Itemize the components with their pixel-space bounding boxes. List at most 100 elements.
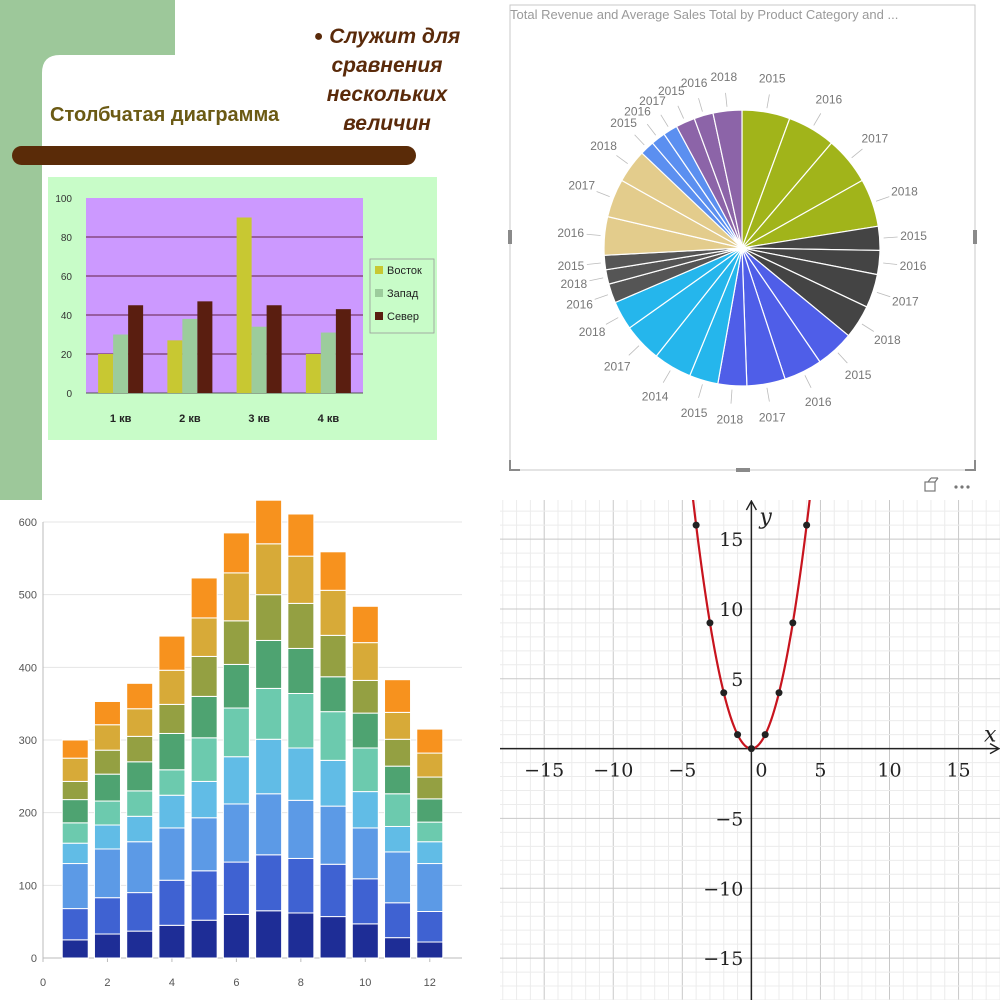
function-plot: x y −15 −10 −5 0 5 10 15 −15 −10 −5 5 10 15 (500, 500, 1000, 1000)
grouped-bar-chart: 0 20 40 60 80 100 1 кв 2 кв 3 кв 4 кв Восток Запад С… (48, 177, 437, 440)
stacked-segment (384, 711, 412, 740)
left-resize-handle[interactable] (508, 230, 512, 244)
bullet-line-2: сравнения (331, 54, 443, 77)
slice-label: 2017 (892, 295, 919, 309)
leader-line (876, 291, 891, 298)
x-tick-label: 3 кв (248, 413, 270, 425)
stacked-segment (93, 897, 121, 935)
legend-swatch (375, 289, 383, 297)
right-resize-handle[interactable] (973, 230, 977, 244)
stacked-segment (384, 793, 412, 827)
stacked-segment (319, 759, 347, 807)
x-tick-label: 10 (877, 760, 901, 782)
stacked-segment (416, 821, 444, 843)
data-point (734, 731, 742, 739)
focus-mode-icon[interactable] (924, 477, 939, 492)
x-tick-label: 0 (40, 977, 46, 989)
stacked-segment (255, 687, 283, 740)
stacked-segment (222, 572, 250, 622)
more-options-icon[interactable] (954, 485, 970, 489)
slide-background (0, 0, 175, 500)
stacked-segment (287, 912, 315, 959)
stacked-segment (61, 780, 89, 801)
pie-chart: 2015201620172018201520162017201820152016… (508, 4, 977, 492)
stacked-segment (126, 708, 154, 737)
stacked-segment (416, 863, 444, 912)
stacked-segment (351, 747, 379, 793)
bar (98, 354, 114, 393)
legend-swatch (375, 266, 383, 274)
slice-label: 2018 (590, 139, 617, 153)
stacked-segment (287, 513, 315, 557)
data-point (706, 619, 714, 627)
leader-line (851, 148, 863, 159)
stacked-segment (287, 555, 315, 604)
leader-line (883, 262, 898, 265)
function-plot-panel: x y −15 −10 −5 0 5 10 15 −15 −10 −5 5 10 15 (500, 500, 1000, 1000)
bottom-resize-handle[interactable] (736, 468, 750, 472)
stacked-segment (255, 738, 283, 795)
stacked-segment (319, 805, 347, 865)
visual-title: Total Revenue and Average Sales Total by… (510, 7, 899, 22)
stacked-segment (158, 703, 186, 734)
stacked-segment (255, 594, 283, 641)
leader-line (725, 92, 728, 107)
stacked-segment (222, 707, 250, 758)
slice-label: 2016 (566, 298, 593, 312)
stacked-segment (222, 620, 250, 665)
bar (251, 326, 267, 393)
slice-label: 2016 (624, 104, 651, 118)
bar (182, 318, 198, 393)
leader-line (628, 345, 640, 356)
stacked-segment (319, 916, 347, 959)
leader-line (596, 191, 610, 197)
stacked-segment (384, 851, 412, 904)
stacked-segment (351, 827, 379, 880)
slice-label: 2017 (639, 94, 666, 108)
stacked-segment (319, 863, 347, 918)
stacked-segment (351, 712, 379, 749)
stacked-segment (255, 854, 283, 912)
stacked-segment (384, 765, 412, 795)
leader-line (837, 352, 848, 364)
data-point (720, 689, 728, 697)
stacked-segment (93, 724, 121, 751)
slice-label: 2018 (579, 325, 606, 339)
legend-label: Восток (387, 265, 422, 277)
x-tick-label: 4 (169, 977, 175, 989)
y-tick-label: 100 (19, 880, 37, 892)
stacked-segment (126, 841, 154, 894)
corner-handle-icon[interactable] (509, 460, 976, 471)
x-tick-label: 15 (946, 760, 970, 782)
y-tick-label: −10 (703, 878, 743, 900)
x-tick-label: 6 (233, 977, 239, 989)
pie-slice (712, 109, 743, 249)
stacked-segment (158, 669, 186, 705)
y-tick-label: 10 (719, 599, 743, 621)
leader-line (804, 375, 812, 389)
bar (197, 301, 213, 393)
y-axis-label: y (758, 505, 772, 530)
stacked-segment (158, 635, 186, 671)
leader-line (677, 105, 684, 119)
data-point (789, 619, 797, 627)
stacked-segment (158, 732, 186, 771)
stacked-segment (190, 617, 218, 657)
stacked-segment (158, 794, 186, 829)
leader-line (594, 294, 609, 300)
stacked-segment (319, 711, 347, 761)
stacked-segment (61, 739, 89, 759)
stacked-segment (287, 799, 315, 859)
y-tick-label: 0 (31, 953, 37, 965)
stacked-segment (255, 500, 283, 545)
stacked-segment (319, 551, 347, 591)
x-axis-arrow-icon (989, 742, 1000, 755)
x-tick-label: 12 (424, 977, 436, 989)
stacked-segment (126, 930, 154, 959)
stacked-segment (384, 902, 412, 939)
stacked-segment (93, 933, 121, 959)
stacked-segment (158, 827, 186, 881)
stacked-segment (287, 857, 315, 914)
stacked-chart-panel: 0 100 200 300 400 500 600 0 2 4 6 8 10 12 (0, 500, 500, 1000)
x-tick-label: 10 (359, 977, 371, 989)
